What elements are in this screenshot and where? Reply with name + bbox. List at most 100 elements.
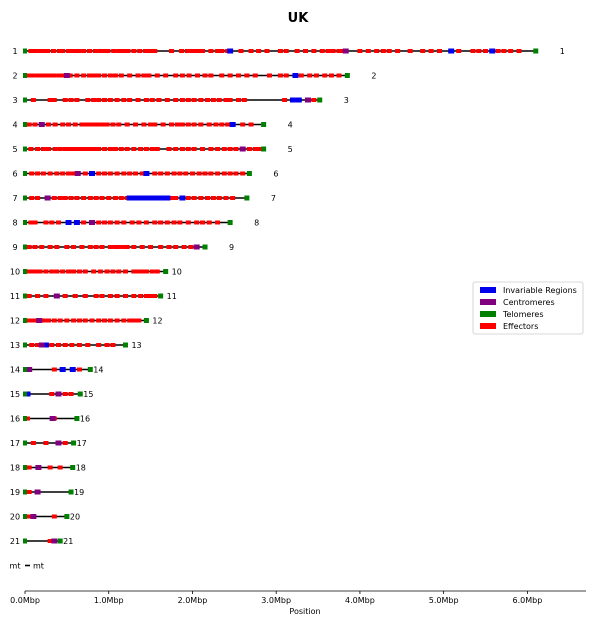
effector-marker xyxy=(164,220,170,225)
invariable-marker xyxy=(295,97,302,103)
effector-marker xyxy=(148,294,154,298)
effector-marker xyxy=(110,343,116,347)
effector-marker xyxy=(240,122,246,127)
chromosome-label-left: 14 xyxy=(10,366,20,375)
effector-marker xyxy=(87,147,93,151)
effector-marker xyxy=(225,122,231,127)
chromosome-18: 18 18 xyxy=(10,464,86,473)
chromosome-label-right: 16 xyxy=(80,415,90,424)
effector-marker xyxy=(49,343,55,347)
effector-marker xyxy=(72,122,78,127)
effector-marker xyxy=(127,98,133,102)
effector-marker xyxy=(51,318,57,323)
effector-marker xyxy=(35,73,41,78)
effector-marker xyxy=(40,49,46,53)
x-axis-label: Position xyxy=(289,607,320,616)
telomere-marker xyxy=(23,514,27,519)
chromosome-label-right: 6 xyxy=(273,170,278,179)
effector-marker xyxy=(508,49,514,53)
effector-marker xyxy=(116,122,122,127)
effector-marker xyxy=(266,73,272,78)
effector-marker xyxy=(149,98,155,102)
chromosome-label-right: 11 xyxy=(167,292,177,301)
telomere-marker xyxy=(23,73,27,78)
effector-marker xyxy=(206,220,212,225)
effector-marker xyxy=(62,441,68,445)
chromosome-label-right: 13 xyxy=(131,341,141,350)
telomere-marker xyxy=(23,416,27,421)
invariable-marker xyxy=(147,195,154,201)
effector-marker xyxy=(71,147,77,151)
invariable-marker xyxy=(448,48,455,54)
chromosome-label-left: 13 xyxy=(10,341,20,350)
x-tick-label: 1.0Mbp xyxy=(94,596,124,605)
effector-marker xyxy=(35,171,41,176)
chromosome-label-right: 7 xyxy=(271,194,276,203)
telomere-marker xyxy=(57,538,63,544)
effector-marker xyxy=(30,269,36,274)
effector-marker xyxy=(28,220,34,225)
effector-marker xyxy=(69,343,75,347)
effector-marker xyxy=(47,98,53,102)
effector-marker xyxy=(227,73,233,78)
effector-marker xyxy=(129,220,135,225)
effector-marker xyxy=(223,196,229,200)
effector-marker xyxy=(89,318,95,323)
chromosome-label-right: 18 xyxy=(76,464,86,473)
centromere-marker xyxy=(44,195,51,201)
chromosome-mt: mt mt xyxy=(10,562,44,571)
effector-marker xyxy=(152,220,158,225)
effector-marker xyxy=(76,49,82,53)
effector-marker xyxy=(85,343,91,347)
effector-marker xyxy=(55,343,61,347)
effector-marker xyxy=(62,98,68,102)
effector-marker xyxy=(152,294,158,298)
effector-marker xyxy=(96,171,102,176)
effector-marker xyxy=(386,49,392,53)
legend-entry-label: Effectors xyxy=(503,322,538,331)
effector-marker xyxy=(131,49,137,53)
effector-marker xyxy=(221,147,227,151)
effector-marker xyxy=(79,122,85,127)
effector-marker xyxy=(216,98,222,102)
effector-marker xyxy=(256,147,262,151)
effector-marker xyxy=(62,196,68,200)
effector-marker xyxy=(158,245,164,249)
effector-marker xyxy=(238,49,244,53)
effector-marker xyxy=(185,220,191,225)
chromosome-21: 21 21 xyxy=(10,537,73,546)
effector-marker xyxy=(114,318,120,323)
effector-marker xyxy=(216,196,222,200)
effector-marker xyxy=(420,49,426,53)
effector-marker xyxy=(114,294,120,298)
effector-marker xyxy=(37,49,43,53)
effector-marker xyxy=(131,245,137,249)
effector-marker xyxy=(114,98,120,102)
effector-marker xyxy=(71,245,77,249)
effector-marker xyxy=(127,171,133,176)
effector-marker xyxy=(57,465,63,470)
effector-marker xyxy=(35,147,41,151)
effector-marker xyxy=(407,49,413,53)
effector-marker xyxy=(141,73,147,78)
effector-marker xyxy=(102,318,108,323)
effector-marker xyxy=(51,73,57,78)
effector-marker xyxy=(87,245,93,249)
effector-marker xyxy=(191,122,197,127)
effector-marker xyxy=(107,294,113,298)
effector-marker xyxy=(81,196,87,200)
effector-marker xyxy=(156,98,162,102)
effector-marker xyxy=(173,147,179,151)
effector-marker xyxy=(107,98,113,102)
effector-marker xyxy=(339,49,345,53)
effector-marker xyxy=(219,49,225,53)
effector-marker xyxy=(30,441,36,445)
invariable-marker xyxy=(24,391,31,397)
effector-marker xyxy=(99,122,105,127)
x-tick-label: 3.0Mbp xyxy=(261,596,291,605)
effector-marker xyxy=(184,49,190,53)
effector-marker xyxy=(112,147,118,151)
effector-marker xyxy=(294,49,300,53)
legend-entry-label: Telomeres xyxy=(502,310,543,319)
effector-marker xyxy=(124,147,130,151)
